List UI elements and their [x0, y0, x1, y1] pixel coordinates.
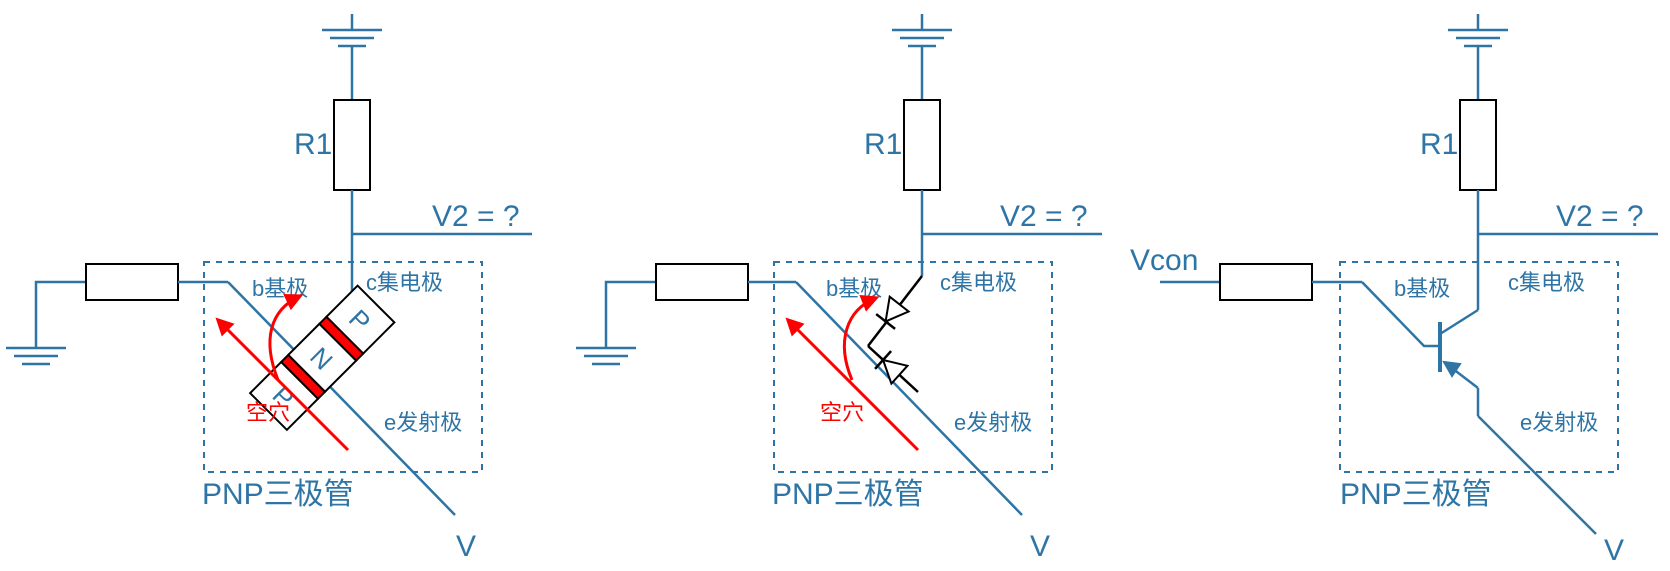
device-label: PNP三极管: [202, 478, 354, 511]
hole-flow-arrow: [785, 317, 920, 452]
device-label: PNP三极管: [1340, 478, 1492, 511]
hole-turn-arrow: [268, 293, 304, 381]
supply-label: V: [1030, 530, 1050, 563]
carrier-label: 空穴: [246, 400, 290, 425]
supply-label: V: [1604, 534, 1624, 567]
transistor-boundary: [1339, 261, 1619, 473]
v2-label: V2 = ?: [1556, 200, 1644, 233]
diode-bc-icon: [875, 294, 911, 330]
transistor-boundary: [203, 261, 483, 473]
ground-left-icon: [6, 280, 86, 366]
emitter-label: e发射极: [954, 410, 1032, 435]
carrier-label: 空穴: [820, 400, 864, 425]
ground-top-icon: [892, 14, 952, 100]
base-label: b基极: [826, 276, 882, 301]
supply-label: V: [456, 530, 476, 563]
hole-flow-arrow: [215, 317, 350, 452]
ground-left-icon: [576, 280, 656, 366]
v2-label: V2 = ?: [432, 200, 520, 233]
panel-diode: R1 V2 = ? V: [576, 14, 1102, 563]
ground-top-icon: [1448, 14, 1508, 100]
resistor-base: [85, 263, 179, 301]
diode-pair: [867, 275, 923, 393]
r1-label: R1: [294, 128, 332, 161]
transistor-boundary: [773, 261, 1053, 473]
hole-turn-arrow: [843, 295, 880, 381]
collector-label: c集电极: [940, 270, 1017, 295]
input-label: Vcon: [1130, 244, 1198, 277]
diode-be-icon: [874, 350, 910, 386]
ground-top-icon: [322, 14, 382, 100]
resistor-r1: [333, 99, 371, 191]
collector-label: c集电极: [366, 270, 443, 295]
panel-symbol: R1 V2 = ? Vcon V b基极 c集电极 e发射极: [1130, 14, 1658, 567]
resistor-r1: [1459, 99, 1497, 191]
collector-label: c集电极: [1508, 270, 1585, 295]
pnp-layers: P N P: [248, 284, 396, 432]
resistor-base: [1219, 263, 1313, 301]
device-label: PNP三极管: [772, 478, 924, 511]
r1-label: R1: [1420, 128, 1458, 161]
base-label: b基极: [1394, 276, 1450, 301]
r1-label: R1: [864, 128, 902, 161]
resistor-r1: [903, 99, 941, 191]
v2-label: V2 = ?: [1000, 200, 1088, 233]
emitter-label: e发射极: [1520, 410, 1598, 435]
emitter-label: e发射极: [384, 410, 462, 435]
pnp-transistor-icon: [1361, 281, 1597, 535]
panel-physical: R1 V2 = ? V b基极 c集电极 e发射极 PNP三极管: [6, 14, 532, 563]
resistor-base: [655, 263, 749, 301]
